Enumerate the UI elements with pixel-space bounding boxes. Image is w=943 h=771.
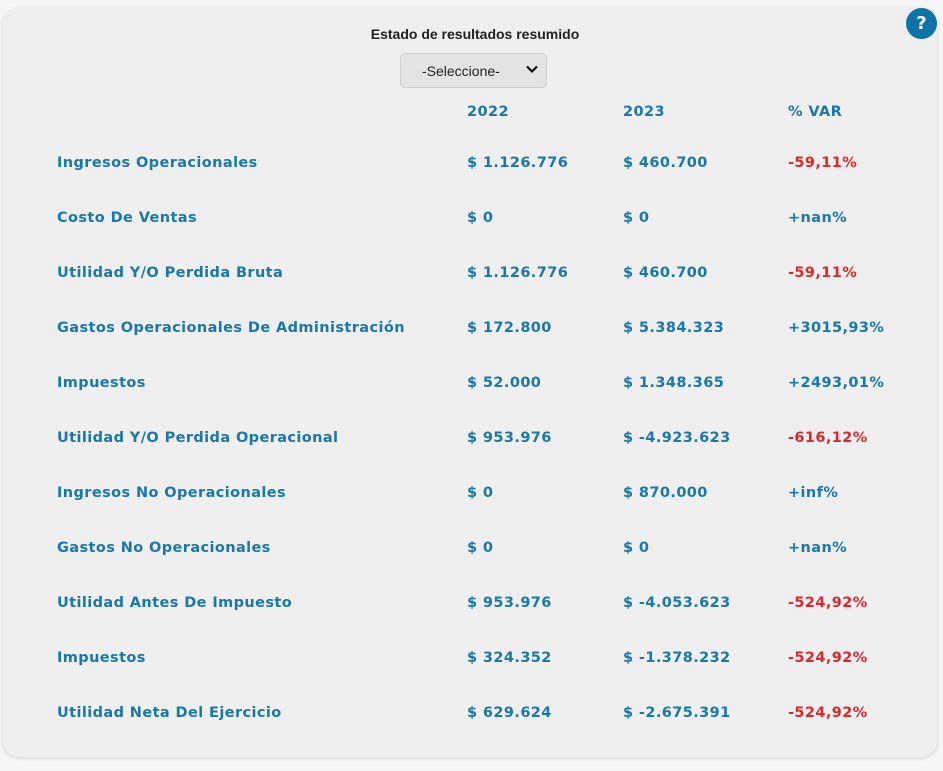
value-var: +nan%	[788, 540, 848, 556]
value-2022: $ 52.000	[467, 375, 542, 391]
help-button[interactable]: ?	[906, 8, 937, 39]
value-2023: $ -2.675.391	[623, 705, 731, 721]
value-2023: $ 870.000	[623, 485, 708, 501]
value-2022: $ 0	[467, 540, 494, 556]
income-statement-card	[3, 8, 937, 757]
row-label: Costo De Ventas	[57, 210, 198, 226]
row-label: Utilidad Y/O Perdida Operacional	[57, 430, 339, 446]
value-var: +nan%	[788, 210, 848, 226]
value-2022: $ 1.126.776	[467, 155, 569, 171]
value-var: -59,11%	[788, 155, 858, 171]
column-header-2022: 2022	[467, 104, 509, 120]
value-var: -524,92%	[788, 595, 868, 611]
value-2022: $ 1.126.776	[467, 265, 569, 281]
value-2022: $ 629.624	[467, 705, 552, 721]
value-2022: $ 953.976	[467, 430, 552, 446]
row-label: Utilidad Neta Del Ejercicio	[57, 705, 282, 721]
row-label: Utilidad Y/O Perdida Bruta	[57, 265, 284, 281]
row-label: Gastos Operacionales De Administración	[57, 320, 405, 336]
value-2022: $ 0	[467, 485, 494, 501]
row-label: Ingresos No Operacionales	[57, 485, 287, 501]
value-2023: $ 0	[623, 540, 650, 556]
value-2022: $ 172.800	[467, 320, 552, 336]
value-2023: $ 460.700	[623, 265, 708, 281]
value-var: -524,92%	[788, 650, 868, 666]
row-label: Impuestos	[57, 650, 146, 666]
row-label: Ingresos Operacionales	[57, 155, 258, 171]
row-label: Gastos No Operacionales	[57, 540, 271, 556]
period-select[interactable]: -Seleccione-	[400, 53, 547, 88]
select-value: -Seleccione-	[422, 63, 500, 79]
chevron-down-icon	[526, 65, 538, 74]
value-2023: $ -4.053.623	[623, 595, 731, 611]
value-2023: $ 5.384.323	[623, 320, 725, 336]
row-label: Impuestos	[57, 375, 146, 391]
value-var: +3015,93%	[788, 320, 885, 336]
value-var: -59,11%	[788, 265, 858, 281]
value-2023: $ -1.378.232	[623, 650, 731, 666]
value-var: -524,92%	[788, 705, 868, 721]
value-2023: $ 0	[623, 210, 650, 226]
value-2023: $ 460.700	[623, 155, 708, 171]
value-2023: $ 1.348.365	[623, 375, 725, 391]
value-2022: $ 324.352	[467, 650, 552, 666]
value-var: +2493,01%	[788, 375, 885, 391]
value-2022: $ 953.976	[467, 595, 552, 611]
value-var: -616,12%	[788, 430, 868, 446]
value-var: +inf%	[788, 485, 839, 501]
column-header-var: % VAR	[788, 104, 843, 120]
column-header-2023: 2023	[623, 104, 665, 120]
value-2022: $ 0	[467, 210, 494, 226]
page-title: Estado de resultados resumido	[370, 26, 580, 42]
value-2023: $ -4.923.623	[623, 430, 731, 446]
row-label: Utilidad Antes De Impuesto	[57, 595, 293, 611]
